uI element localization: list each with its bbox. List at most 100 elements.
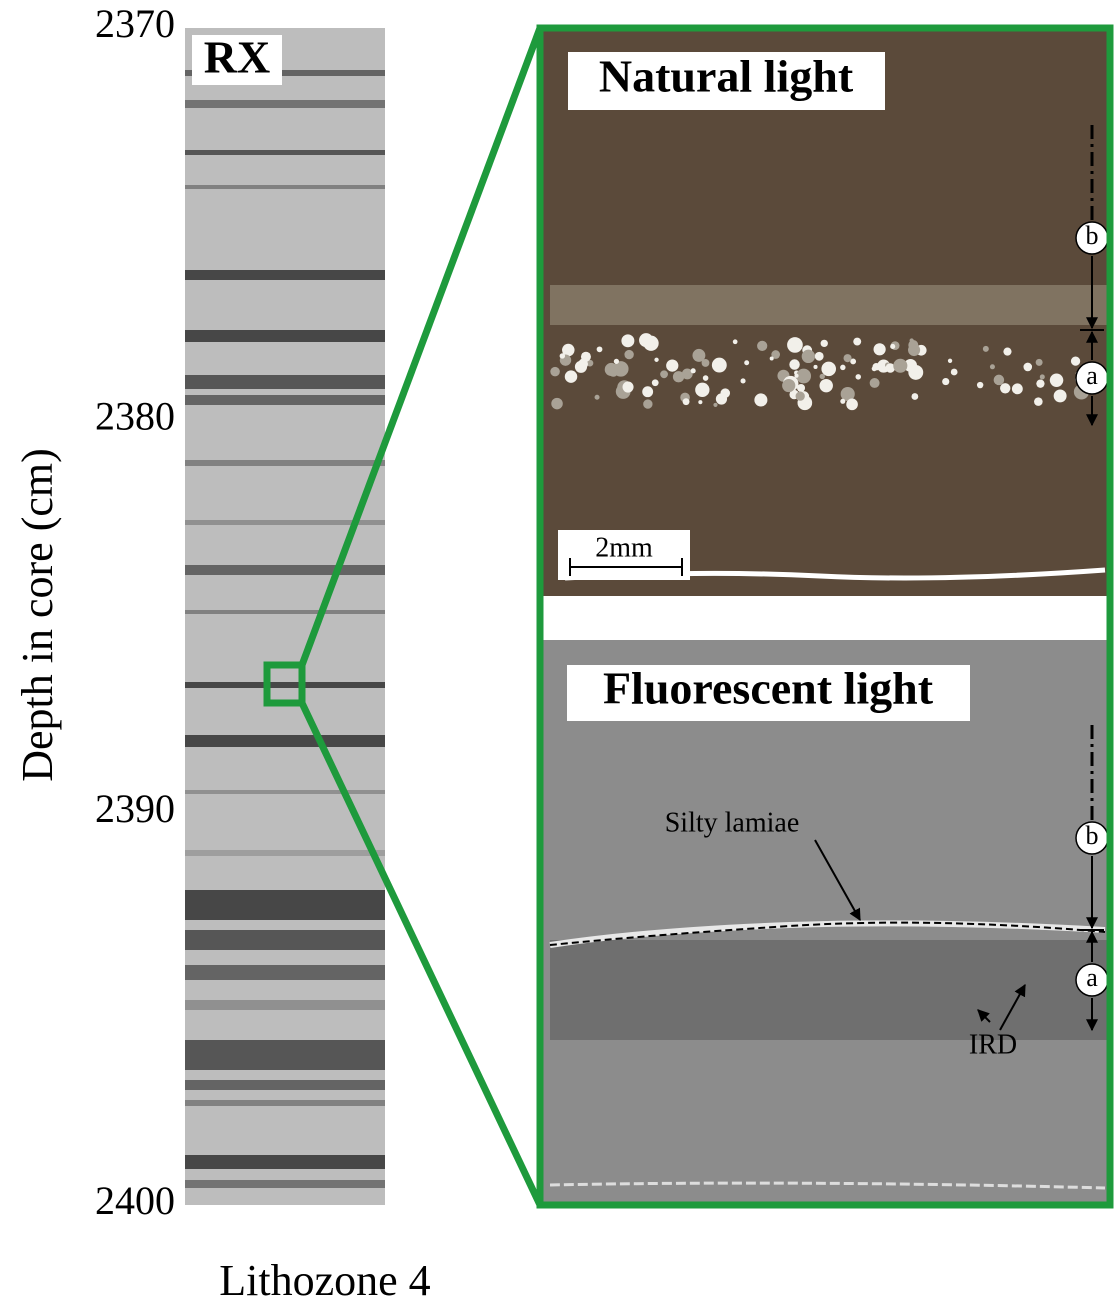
grain [560,353,565,358]
lamina [185,1155,385,1169]
grain [733,339,738,344]
tick-label: 2380 [95,394,175,439]
grain [623,382,634,393]
grain [821,362,836,377]
lamina [185,1040,385,1070]
grain [660,370,668,378]
grain [813,365,817,369]
lamina [185,100,385,108]
lamina [185,395,385,405]
grain [782,379,795,392]
gap [543,596,1107,640]
grain [951,369,958,376]
lamina [185,150,385,155]
lamina [185,965,385,980]
grain [691,368,696,373]
grain [819,379,832,392]
grain [712,358,727,373]
grain [639,333,653,347]
grain [624,350,633,359]
grain [1034,397,1043,406]
grain [614,359,619,364]
marker-label: b [1086,221,1099,250]
caption: Lithozone 4 [219,1256,430,1305]
core-image [185,28,385,1205]
lamina [185,610,385,614]
grain [1000,383,1010,393]
grain [698,400,702,404]
grain [695,383,709,397]
grain [550,367,560,377]
grain [910,338,914,342]
marker-label: a [1086,963,1098,992]
grain [796,392,805,401]
grain [565,370,577,382]
annotation: IRD [969,1029,1017,1060]
grain [911,393,918,400]
lamina [185,790,385,794]
grain [643,399,652,408]
grain [754,393,767,406]
grain [597,346,603,352]
grain [595,395,600,400]
grain [840,399,845,404]
grain [789,359,799,369]
ird-layer [550,940,1107,1040]
grain [652,379,659,386]
grain [551,398,562,409]
grain [890,344,895,349]
grain [605,363,618,376]
grain [1036,359,1043,366]
grain [673,371,684,382]
grain [853,338,861,346]
grain [872,366,877,371]
grain [744,360,749,365]
lamina [185,1100,385,1106]
grain [787,337,803,353]
grain [844,354,852,362]
grain [741,378,746,383]
grain [840,365,845,370]
grain [983,346,989,352]
grain [621,334,634,347]
tick-label: 2400 [95,1178,175,1223]
marker-label: a [1086,361,1098,390]
grain [815,352,824,361]
grain [702,359,710,367]
lamina [185,185,385,189]
grain [1036,380,1044,388]
grain [994,375,1004,385]
grain [942,378,949,385]
lamina [185,375,385,389]
grain [642,386,653,397]
core-label: RX [204,32,270,83]
grain [893,359,907,373]
tick-label: 2370 [95,1,175,46]
lamina [185,1000,385,1010]
grain [757,341,767,351]
grain [802,350,815,363]
grain [666,359,678,371]
grain [581,352,591,362]
grain [977,382,983,388]
depth-axis: 2370 2380 2390 2400 [95,1,175,1223]
grain [1050,374,1063,387]
tick-label: 2390 [95,786,175,831]
grain [990,364,995,369]
lamina [185,890,385,920]
grain [683,398,690,405]
grain [1023,363,1032,372]
lamina [185,930,385,950]
lamina [185,460,385,466]
figure: RX 2370238023902400 Depth in core (cm) L… [0,0,1115,1313]
grain [856,374,861,379]
lamina [185,270,385,280]
panel-title: Fluorescent light [603,663,934,714]
grain [713,403,717,407]
lamina [185,735,385,747]
panel-title: Natural light [599,51,854,102]
scale-label: 2mm [595,532,653,563]
marker-label: b [1086,821,1099,850]
grain [1040,374,1045,379]
grain [1071,356,1080,365]
